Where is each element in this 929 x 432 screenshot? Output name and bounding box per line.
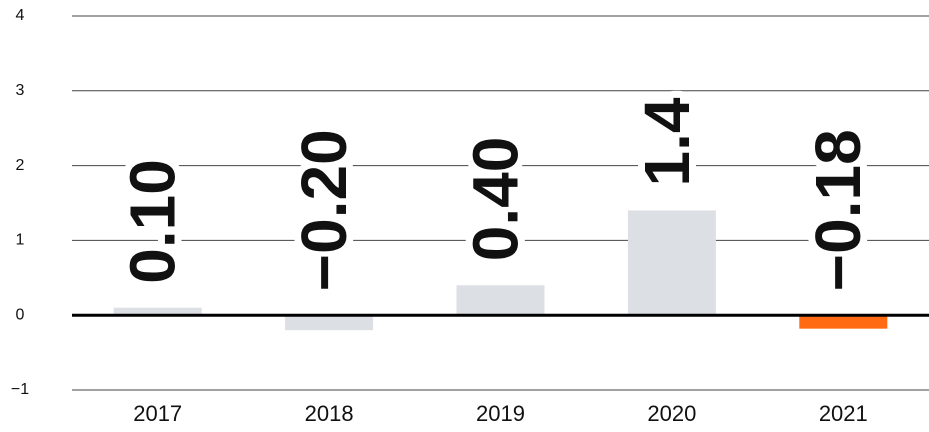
x-tick-label: 2020 [647,401,696,426]
y-tick-label: −1 [11,381,29,398]
bar [285,315,374,331]
value-label: −0.18 [802,129,874,291]
bar [799,315,888,329]
bar [456,285,545,316]
x-tick-label: 2019 [476,401,525,426]
bar [627,210,716,316]
value-label: 0.10 [117,159,189,284]
value-label: −0.20 [288,129,360,291]
bar [113,307,202,316]
y-tick-label: 4 [16,7,25,24]
y-tick-label: 0 [16,306,25,323]
value-label: 0.40 [459,137,531,262]
y-tick-label: 3 [16,82,25,99]
value-label: 1.4 [631,97,703,186]
x-tick-label: 2021 [819,401,868,426]
x-tick-label: 2017 [133,401,182,426]
x-tick-label: 2018 [305,401,354,426]
y-tick-label: 2 [16,157,25,174]
y-tick-label: 1 [16,232,25,249]
